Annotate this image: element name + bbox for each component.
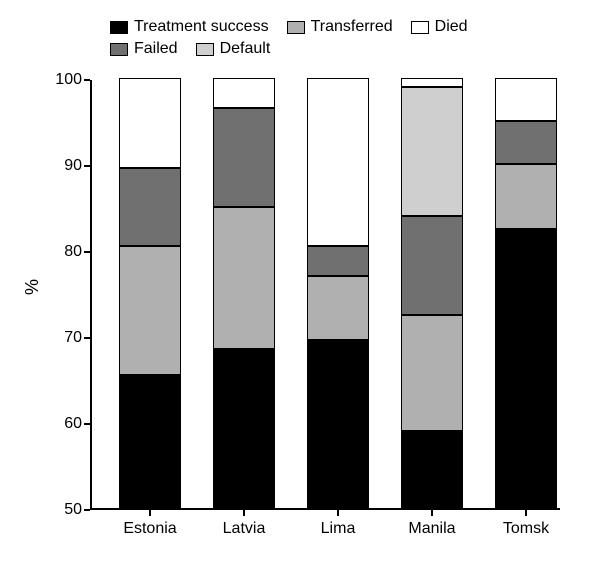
legend-item-treatment-success: Treatment success [110,18,269,36]
swatch-default [196,43,214,56]
y-axis-title: % [22,279,43,295]
segment-failed [495,121,557,164]
segment-failed [401,216,463,315]
bar-group-lima [307,78,369,508]
x-label-lima: Lima [321,520,356,538]
swatch-died [411,21,429,34]
legend-item-default: Default [196,40,271,58]
segment-failed [213,108,275,207]
bar-stack [307,78,369,508]
y-tick-label-90: 90 [32,157,82,175]
bar-stack [495,78,557,508]
segment-transferred [307,276,369,341]
bar-group-manila [401,78,463,508]
swatch-failed [110,43,128,56]
legend-row-2: Failed Default [110,40,570,58]
legend-item-transferred: Transferred [287,18,393,36]
x-tick-latvia [243,510,245,516]
segment-treatment_success [307,340,369,508]
chart-container: Treatment success Transferred Died Faile… [0,0,600,584]
segment-failed [119,168,181,245]
x-label-tomsk: Tomsk [503,520,549,538]
y-tick-label-70: 70 [32,329,82,347]
legend-label-treatment-success: Treatment success [134,18,269,36]
y-tick-label-80: 80 [32,243,82,261]
bar-stack [119,78,181,508]
segment-died [307,78,369,246]
segment-treatment_success [495,229,557,509]
legend-label-died: Died [435,18,468,36]
segment-died [213,78,275,108]
segment-transferred [495,164,557,229]
segment-default [401,87,463,216]
legend-label-failed: Failed [134,40,178,58]
swatch-transferred [287,21,305,34]
x-tick-tomsk [525,510,527,516]
x-tick-lima [337,510,339,516]
legend-label-default: Default [220,40,271,58]
bars-layer [90,80,560,510]
y-tick-label-100: 100 [32,71,82,89]
segment-failed [307,246,369,276]
bar-group-tomsk [495,78,557,508]
bar-stack [213,78,275,508]
x-label-estonia: Estonia [123,520,176,538]
segment-treatment_success [119,375,181,508]
y-tick-label-60: 60 [32,415,82,433]
bar-group-latvia [213,78,275,508]
bar-group-estonia [119,78,181,508]
segment-died [495,78,557,121]
x-label-latvia: Latvia [223,520,266,538]
segment-transferred [119,246,181,375]
bar-stack [401,78,463,508]
x-label-manila: Manila [408,520,455,538]
segment-transferred [213,207,275,349]
legend-row-1: Treatment success Transferred Died [110,18,570,36]
legend: Treatment success Transferred Died Faile… [110,18,570,62]
segment-died [119,78,181,168]
x-tick-manila [431,510,433,516]
plot-area: 5060708090100 EstoniaLatviaLimaManilaTom… [90,80,560,510]
x-tick-estonia [149,510,151,516]
segment-died [401,78,463,87]
swatch-treatment-success [110,21,128,34]
segment-transferred [401,315,463,431]
legend-item-failed: Failed [110,40,178,58]
segment-treatment_success [401,431,463,508]
segment-treatment_success [213,349,275,508]
legend-item-died: Died [411,18,468,36]
y-tick-label-50: 50 [32,501,82,519]
legend-label-transferred: Transferred [311,18,393,36]
